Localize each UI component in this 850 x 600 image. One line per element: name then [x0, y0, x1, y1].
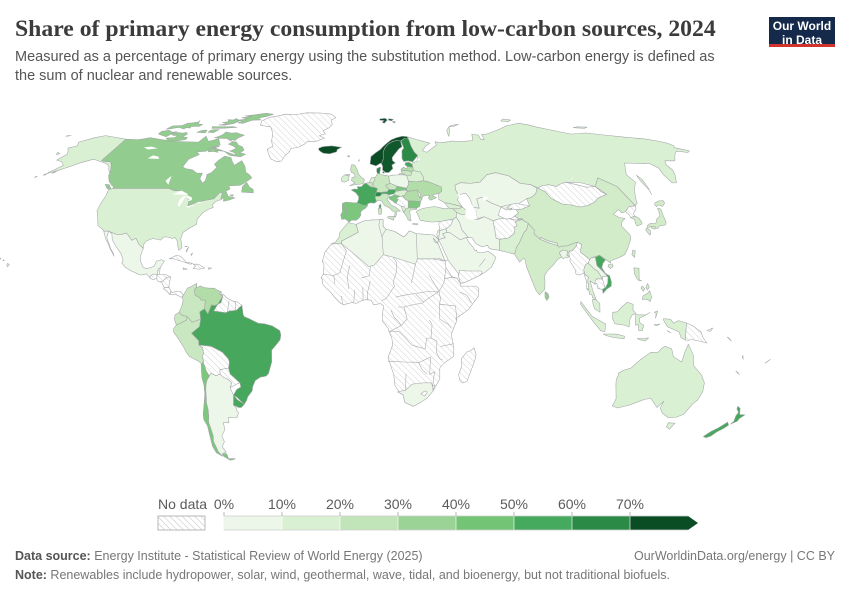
svg-text:0%: 0%	[214, 496, 234, 512]
svg-text:40%: 40%	[442, 496, 470, 512]
svg-text:50%: 50%	[500, 496, 528, 512]
svg-text:20%: 20%	[326, 496, 354, 512]
svg-text:70%: 70%	[616, 496, 644, 512]
svg-text:60%: 60%	[558, 496, 586, 512]
svg-text:No data: No data	[158, 496, 207, 512]
svg-text:10%: 10%	[268, 496, 296, 512]
svg-text:30%: 30%	[384, 496, 412, 512]
